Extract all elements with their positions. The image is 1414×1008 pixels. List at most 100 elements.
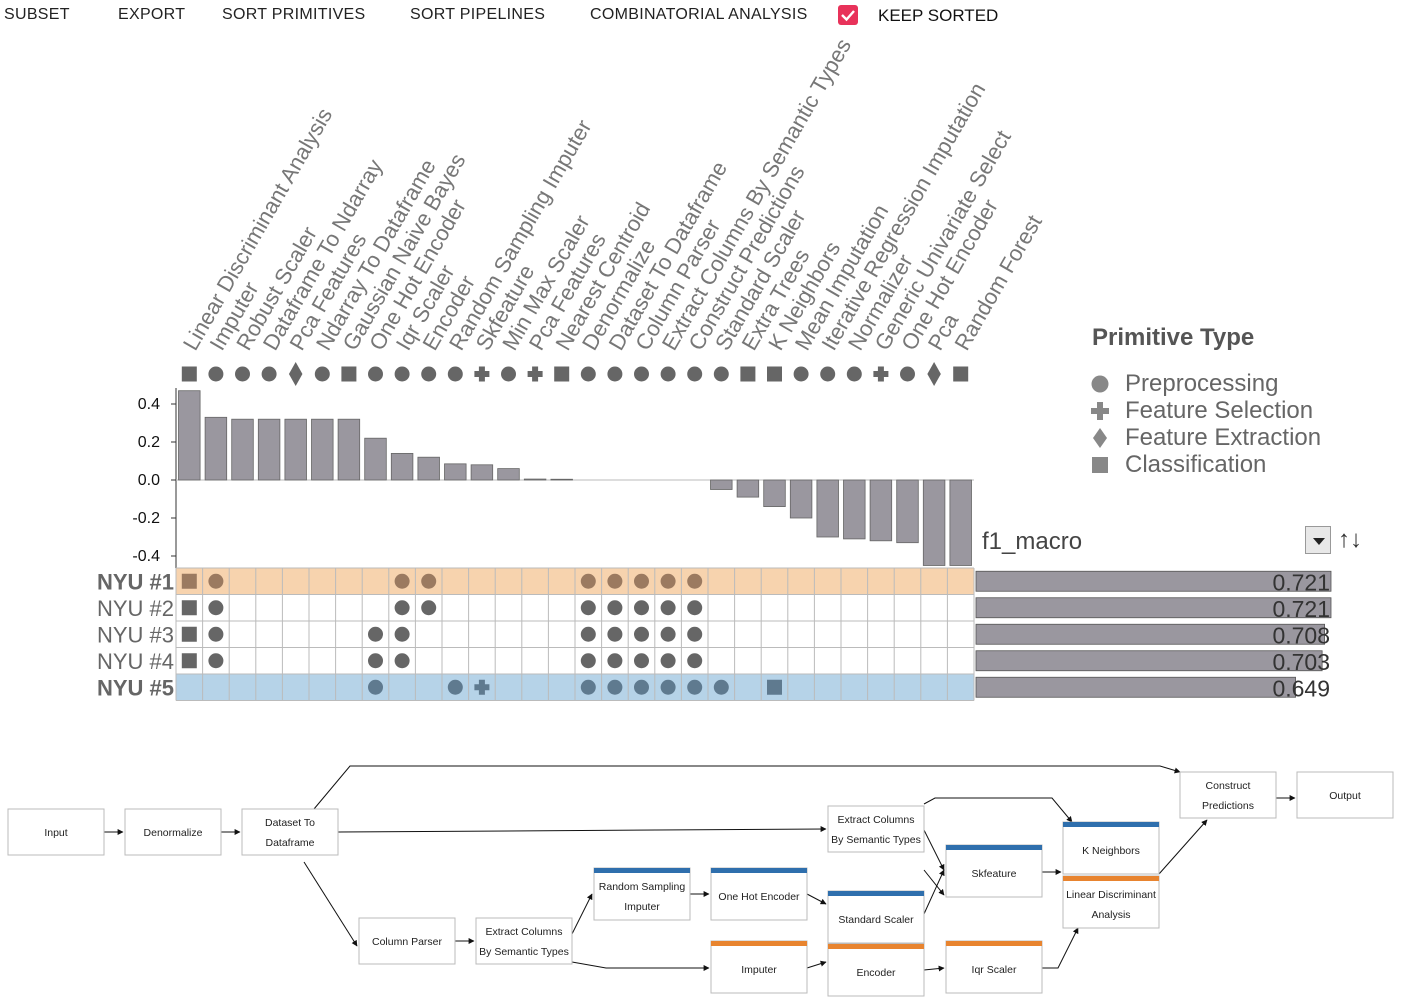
circle-icon — [580, 366, 596, 382]
diamond-icon — [927, 362, 941, 386]
importance-bar — [204, 416, 228, 481]
importance-bar — [736, 479, 760, 498]
pipeline-edge — [806, 960, 827, 969]
pipeline-node — [1062, 875, 1160, 929]
matrix-dot — [634, 653, 649, 669]
node-bar — [828, 891, 924, 896]
square-icon — [767, 366, 782, 382]
node-label: Output — [1329, 790, 1361, 802]
matrix-dot — [607, 626, 623, 642]
pipeline-node — [1296, 771, 1394, 819]
pipeline-node — [7, 808, 105, 856]
score-label: 0.721 — [1272, 596, 1330, 622]
pipeline-edge — [923, 869, 945, 915]
subset-button[interactable]: SUBSET — [4, 6, 70, 23]
importance-bar — [763, 479, 786, 508]
circle-icon — [368, 366, 383, 382]
sort-primitives-button[interactable]: SORT PRIMITIVES — [222, 6, 366, 23]
node-label: Imputer — [741, 964, 777, 976]
sort-pipelines-button[interactable]: SORT PIPELINES — [410, 6, 546, 23]
combinatorial-analysis-button[interactable]: COMBINATORIAL ANALYSIS — [590, 6, 808, 23]
matrix-dot — [580, 600, 596, 616]
pipeline-edge — [1042, 927, 1079, 969]
diamond-icon — [1093, 428, 1107, 448]
matrix-dot — [607, 573, 623, 589]
matrix-dot — [208, 653, 224, 669]
node-label: Predictions — [1202, 800, 1254, 812]
square-icon — [1092, 457, 1108, 473]
node-bar — [946, 845, 1042, 850]
circle-icon — [687, 366, 703, 382]
matrix-dot — [634, 573, 649, 589]
y-tick-label: 0.0 — [138, 472, 160, 489]
node-label: Random Sampling — [599, 881, 686, 893]
pipeline-label: NYU #4 — [97, 649, 174, 674]
matrix-dot — [660, 573, 676, 589]
matrix-dot — [660, 679, 676, 695]
square-icon — [181, 366, 197, 382]
matrix-dot — [687, 679, 703, 695]
metric-dropdown[interactable] — [1305, 526, 1331, 554]
matrix-dot — [687, 600, 703, 616]
circle-icon — [421, 366, 437, 382]
pipeline-edge — [313, 765, 1181, 810]
node-label: Dataset To — [265, 817, 315, 829]
node-bar — [594, 868, 690, 873]
node-bar — [828, 944, 924, 949]
node-label: Imputer — [624, 901, 660, 913]
circle-icon — [208, 366, 224, 382]
circle-icon — [394, 366, 410, 382]
matrix-dot — [607, 653, 623, 669]
matrix-dot — [421, 573, 437, 589]
matrix-dot — [607, 679, 623, 695]
score-label: 0.708 — [1272, 622, 1330, 648]
node-label: Dataframe — [265, 837, 314, 849]
score-label: 0.721 — [1272, 569, 1330, 595]
matrix-dot — [660, 626, 676, 642]
node-label: Standard Scaler — [838, 914, 914, 926]
matrix-dot — [394, 653, 410, 669]
node-label: Extract Columns — [837, 814, 914, 826]
importance-bar — [949, 479, 972, 566]
matrix-dot — [368, 626, 383, 642]
matrix-dot — [687, 626, 703, 642]
matrix-dot — [368, 679, 383, 695]
matrix-dot — [767, 679, 782, 695]
square-icon — [740, 366, 756, 382]
matrix-dot — [634, 626, 649, 642]
importance-bar — [922, 479, 946, 566]
square-icon — [341, 366, 357, 382]
pipeline-edge — [303, 861, 358, 947]
matrix-dot — [474, 679, 490, 695]
matrix-dot — [580, 573, 596, 589]
matrix-dot — [208, 573, 224, 589]
matrix-dot — [208, 626, 224, 642]
legend-label: Preprocessing — [1125, 370, 1279, 397]
importance-bar — [444, 463, 467, 481]
sort-icon[interactable]: ↑↓ — [1338, 526, 1362, 553]
pipeline-node — [827, 890, 925, 944]
matrix-dot — [394, 573, 410, 589]
pipeline-edge — [923, 965, 945, 972]
score-label: 0.649 — [1272, 675, 1330, 701]
circle-icon — [793, 366, 809, 382]
matrix-dot — [634, 600, 649, 616]
importance-bar — [789, 479, 813, 519]
importance-bar — [869, 479, 893, 542]
pipeline-label: NYU #3 — [97, 622, 174, 647]
score-bar — [975, 650, 1323, 672]
importance-bar — [470, 464, 494, 481]
importance-bar — [843, 479, 866, 540]
node-bar — [1063, 876, 1159, 881]
importance-bar — [337, 418, 361, 481]
node-bar — [946, 941, 1042, 946]
importance-bar — [311, 418, 334, 481]
matrix-dot — [181, 653, 197, 669]
circle-icon — [501, 366, 516, 382]
node-label: Encoder — [856, 967, 896, 979]
matrix-dot — [181, 626, 197, 642]
keep-sorted-checkbox[interactable] — [838, 5, 858, 25]
export-button[interactable]: EXPORT — [118, 6, 186, 23]
circle-icon — [261, 366, 277, 382]
pipeline-edge — [337, 826, 827, 833]
